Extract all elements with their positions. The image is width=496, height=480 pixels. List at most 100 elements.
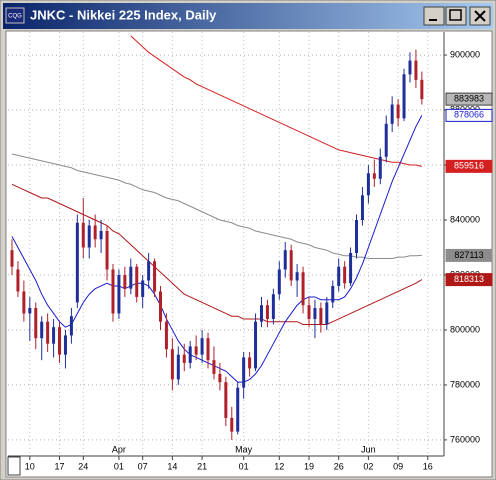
- y-tick-label: 800000: [450, 324, 480, 334]
- candle-body: [248, 357, 252, 369]
- x-tick-label: 21: [197, 461, 207, 471]
- candle-body: [117, 274, 121, 314]
- month-label: Apr: [112, 444, 126, 454]
- candle-body: [236, 387, 240, 432]
- candle-body: [135, 266, 139, 297]
- x-tick-label: 02: [363, 461, 373, 471]
- candle-body: [295, 272, 299, 281]
- last-value-label: 818313: [454, 274, 484, 284]
- candle-body: [58, 327, 62, 355]
- y-tick-label: 840000: [450, 214, 480, 224]
- candle-body: [52, 327, 56, 344]
- last-value-label: 878066: [454, 110, 484, 120]
- candle-body: [218, 373, 222, 383]
- month-label: May: [235, 444, 253, 454]
- candle-body: [46, 321, 50, 344]
- candle-body: [277, 269, 281, 295]
- candle-body: [176, 354, 180, 380]
- candle-body: [164, 321, 168, 350]
- candle-body: [206, 338, 210, 361]
- candle-body: [194, 346, 198, 355]
- last-value-label-box: [445, 108, 493, 122]
- moving-average-line: [130, 35, 422, 167]
- candle-body: [325, 302, 329, 325]
- candle-body: [182, 354, 186, 363]
- x-tick-label: 17: [55, 461, 65, 471]
- moving-averages: [11, 35, 423, 383]
- candle-body: [283, 250, 287, 270]
- moving-average-line: [11, 153, 422, 259]
- candle-body: [16, 269, 20, 292]
- candle-body: [360, 195, 364, 220]
- last-value-label: 859516: [454, 161, 484, 171]
- x-tick-label: 26: [334, 461, 344, 471]
- y-tick-label: 900000: [450, 49, 480, 59]
- candle-body: [390, 104, 394, 124]
- x-tick-label: 01: [114, 461, 124, 471]
- candle-body: [34, 307, 38, 339]
- candle-body: [230, 417, 234, 432]
- candle-body: [420, 79, 424, 100]
- axis-labels: 7600007800008000008200008400008600008800…: [25, 49, 493, 471]
- minimize-button[interactable]: [423, 6, 445, 26]
- candle-body: [105, 230, 109, 270]
- candle-body: [224, 382, 228, 418]
- candle-body: [402, 74, 406, 119]
- candle-body: [212, 360, 216, 374]
- app-icon: [5, 7, 25, 24]
- candle-body: [111, 269, 115, 314]
- candle-body: [408, 60, 412, 75]
- candles: [10, 49, 424, 440]
- x-tick-label: 19: [304, 461, 314, 471]
- candle-body: [366, 173, 370, 196]
- candle-body: [355, 220, 359, 253]
- candle-body: [200, 338, 204, 355]
- candle-body: [331, 285, 335, 303]
- x-tick-label: 14: [167, 461, 177, 471]
- month-label: Jun: [361, 444, 376, 454]
- candle-body: [22, 291, 26, 314]
- window-buttons[interactable]: [423, 6, 491, 26]
- x-tick-label: 24: [78, 461, 88, 471]
- candle-body: [289, 250, 293, 281]
- x-tick-label: 09: [393, 461, 403, 471]
- candle-body: [81, 222, 85, 248]
- x-tick-label: 10: [25, 461, 35, 471]
- candle-body: [396, 104, 400, 119]
- candle-body: [63, 335, 67, 355]
- scroll-handle[interactable]: [7, 456, 21, 476]
- close-glyph: [474, 10, 486, 22]
- y-tick-label: 780000: [450, 379, 480, 389]
- moving-average-line: [11, 115, 423, 383]
- last-value-label-box: [445, 273, 493, 287]
- candle-body: [170, 349, 174, 380]
- candle-body: [337, 266, 341, 286]
- y-tick-label: 760000: [450, 434, 480, 444]
- last-value-label: 827113: [454, 250, 483, 260]
- candle-body: [10, 250, 14, 267]
- candle-body: [159, 291, 162, 322]
- app-icon-glyph: CQG: [8, 14, 22, 20]
- maximize-glyph: [449, 9, 462, 21]
- candle-body: [319, 307, 323, 325]
- candle-body: [99, 230, 103, 240]
- candle-body: [93, 225, 97, 240]
- candle-body: [349, 252, 353, 284]
- x-tick-label: 16: [423, 461, 433, 471]
- candle-body: [301, 272, 305, 306]
- x-tick-label: 01: [239, 461, 249, 471]
- title-bar: [3, 3, 493, 29]
- x-tick-label: 12: [274, 461, 284, 471]
- candle-body: [372, 173, 376, 179]
- candle-body: [28, 307, 32, 314]
- candle-body: [307, 305, 311, 319]
- last-value-label-box: [445, 159, 493, 173]
- candle-body: [254, 321, 258, 369]
- candle-body: [265, 305, 269, 319]
- candle-body: [414, 60, 418, 80]
- window-title: JNKC - Nikkei 225 Index, Daily: [30, 7, 217, 22]
- candle-body: [69, 316, 73, 336]
- chart-area: [5, 30, 493, 478]
- last-close-label: 883983: [454, 93, 484, 103]
